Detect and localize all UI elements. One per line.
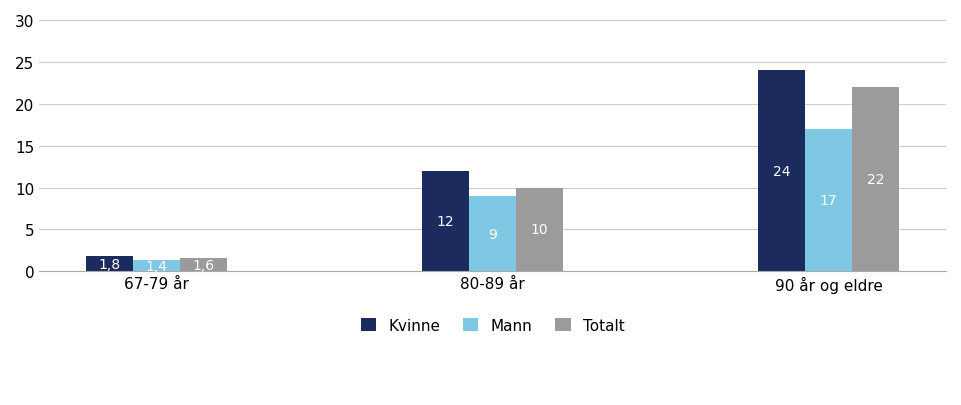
Bar [422,171,469,272]
Text: 9: 9 [488,227,497,241]
Text: 22: 22 [867,173,884,187]
Bar [86,257,134,272]
Bar [805,130,852,272]
Bar [181,258,228,272]
Bar [852,88,899,272]
Bar [469,196,516,272]
Text: 1,6: 1,6 [193,258,215,272]
Text: 17: 17 [820,194,837,208]
Bar [758,71,805,272]
Text: 24: 24 [773,164,790,178]
Text: 1,4: 1,4 [146,259,168,273]
Bar [134,260,181,272]
Text: 12: 12 [437,215,455,228]
Legend: Kvinne, Mann, Totalt: Kvinne, Mann, Totalt [355,312,630,339]
Text: 10: 10 [530,223,549,237]
Text: 1,8: 1,8 [99,257,121,271]
Bar [516,188,563,272]
